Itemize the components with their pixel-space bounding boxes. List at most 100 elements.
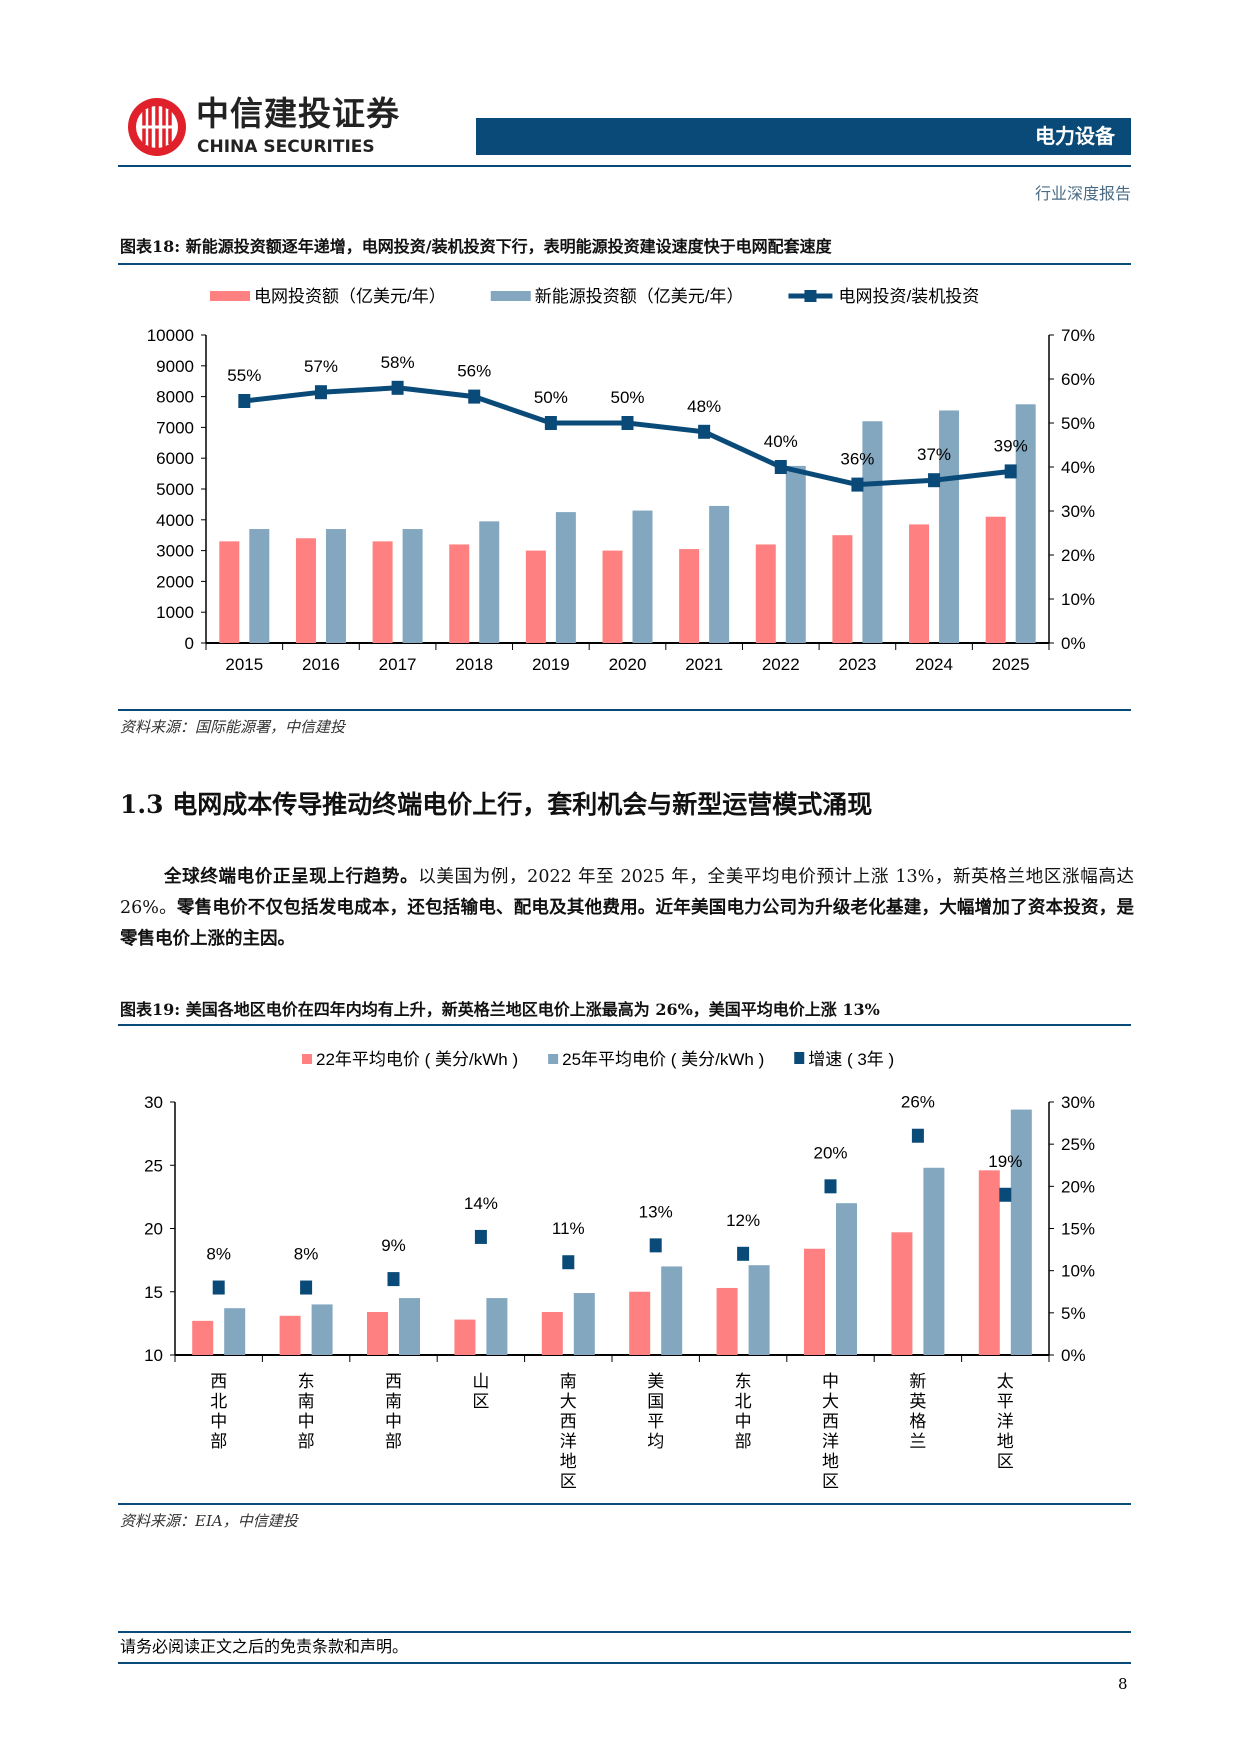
bar-series1: [985, 516, 1006, 643]
series3-marker: [911, 1128, 924, 1143]
data-label: 19%: [988, 1152, 1022, 1171]
x-category-label: 区: [822, 1472, 839, 1491]
bar-series2: [785, 465, 806, 643]
data-label: 58%: [381, 353, 415, 372]
data-label: 40%: [764, 432, 798, 451]
data-label: 26%: [901, 1093, 935, 1112]
bar-series1: [279, 1315, 301, 1355]
x-category-label: 区: [472, 1392, 489, 1411]
x-category-label: 2020: [609, 655, 647, 674]
bar-series2: [402, 529, 423, 643]
bar-series1: [629, 1291, 651, 1355]
para-lead: 全球终端电价正呈现上行趋势。: [164, 867, 419, 887]
bar-series2: [486, 1298, 508, 1355]
bar-series1: [454, 1319, 476, 1355]
data-label: 37%: [917, 445, 951, 464]
figure19-chart: 10152025300%5%10%15%20%25%30%西北中部东南中部西南中…: [144, 1050, 1095, 1491]
series3-marker: [774, 460, 787, 474]
x-category-label: 中: [210, 1412, 227, 1431]
x-category-label: 区: [997, 1452, 1014, 1471]
y2-tick-label: 10%: [1061, 590, 1095, 609]
y2-tick-label: 25%: [1061, 1135, 1095, 1154]
y-tick-label: 20: [144, 1220, 163, 1239]
x-category-label: 中: [385, 1412, 402, 1431]
x-category-label: 2025: [992, 655, 1030, 674]
bar-series2: [325, 529, 346, 643]
figure19-bottom-rule: [118, 1503, 1131, 1505]
y2-tick-label: 0%: [1061, 634, 1086, 653]
series3-marker: [387, 1272, 400, 1287]
x-category-label: 美: [647, 1372, 664, 1391]
para-bold-text: 零售电价不仅包括发电成本，还包括输电、配电及其他费用。近年美国电力公司为升级老化…: [120, 898, 1134, 949]
x-category-label: 洋: [560, 1432, 577, 1451]
bar-series1: [295, 538, 316, 643]
series3-marker: [698, 424, 711, 439]
series3-marker: [928, 473, 941, 488]
section-heading: 1.3 电网成本传导推动终端电价上行，套利机会与新型运营模式涌现: [120, 790, 873, 819]
y-tick-label: 10000: [147, 326, 194, 345]
x-category-label: 新: [909, 1372, 926, 1391]
x-category-label: 东: [298, 1372, 315, 1391]
figure18-bottom-rule: [118, 709, 1131, 711]
x-category-label: 2024: [915, 655, 953, 674]
data-label: 11%: [552, 1219, 585, 1238]
series3-marker: [621, 416, 634, 430]
figure18-title: 图表18: 新能源投资额逐年递增，电网投资/装机投资下行，表明能源投资建设速度快…: [120, 237, 832, 256]
y2-tick-label: 70%: [1061, 326, 1095, 345]
x-category-label: 大: [560, 1392, 577, 1411]
y2-tick-label: 50%: [1061, 414, 1095, 433]
bar-series2: [479, 521, 500, 643]
series3-marker: [824, 1179, 837, 1194]
legend-swatch: [794, 1052, 805, 1064]
series3-marker: [474, 1229, 487, 1244]
data-label: 13%: [639, 1202, 673, 1221]
series3-marker: [300, 1280, 313, 1295]
figure18-source: 资料来源：国际能源署，中信建投: [120, 718, 346, 736]
y2-tick-label: 60%: [1061, 370, 1095, 389]
y2-tick-label: 30%: [1061, 1093, 1095, 1112]
report-type: 行业深度报告: [1034, 184, 1131, 203]
bar-series2: [939, 410, 960, 643]
bar-series1: [219, 541, 240, 643]
y-tick-label: 25: [144, 1156, 163, 1175]
x-category-label: 中: [822, 1372, 839, 1391]
x-category-label: 南: [560, 1372, 577, 1391]
legend-label: 25年平均电价 ( 美分/kWh ): [562, 1050, 764, 1069]
y2-tick-label: 30%: [1061, 502, 1095, 521]
y2-tick-label: 40%: [1061, 458, 1095, 477]
header-divider: [118, 165, 1131, 167]
series3-marker: [391, 380, 404, 395]
x-category-label: 2022: [762, 655, 800, 674]
data-label: 57%: [304, 357, 338, 376]
legend-swatch: [548, 1054, 559, 1064]
bar-series1: [372, 541, 393, 643]
x-category-label: 山: [472, 1372, 489, 1391]
data-label: 12%: [726, 1211, 760, 1230]
x-category-label: 西: [560, 1412, 577, 1431]
bar-series2: [632, 510, 653, 643]
bar-series1: [192, 1320, 214, 1355]
series3-marker: [562, 1255, 575, 1270]
data-label: 36%: [840, 450, 874, 469]
bar-series2: [748, 1265, 770, 1355]
data-label: 50%: [610, 388, 644, 407]
y-tick-label: 2000: [156, 572, 194, 591]
x-category-label: 东: [735, 1372, 752, 1391]
bar-series2: [249, 529, 270, 643]
x-category-label: 地: [822, 1452, 839, 1471]
x-category-label: 区: [560, 1472, 577, 1491]
series3-marker: [851, 477, 864, 492]
y-tick-label: 7000: [156, 418, 194, 437]
y-tick-label: 5000: [156, 480, 194, 499]
series3-marker: [649, 1238, 662, 1253]
data-label: 55%: [227, 366, 261, 385]
figure19-title: 图表19: 美国各地区电价在四年内均有上升，新英格兰地区电价上涨最高为 26%，…: [120, 1000, 880, 1019]
x-category-label: 平: [647, 1412, 664, 1431]
footer-bottom-rule: [118, 1662, 1131, 1664]
x-category-label: 2019: [532, 655, 570, 674]
x-category-label: 部: [210, 1432, 227, 1451]
x-category-label: 部: [385, 1432, 402, 1451]
bar-series1: [909, 524, 930, 643]
bar-series1: [679, 549, 700, 643]
x-category-label: 部: [298, 1432, 315, 1451]
